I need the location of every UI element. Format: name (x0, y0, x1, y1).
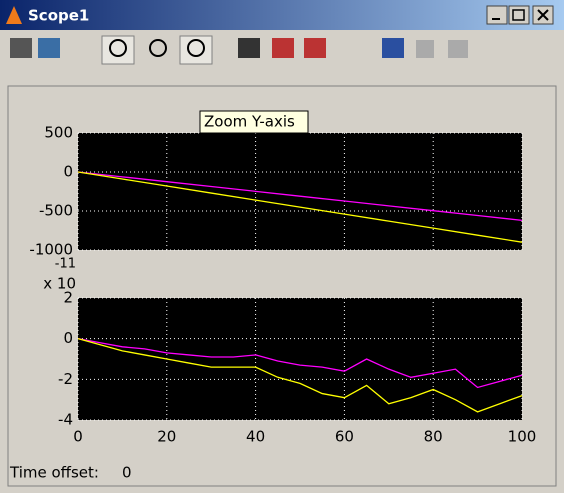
save-axes-button[interactable] (272, 38, 294, 58)
x-tick-label: 20 (157, 428, 176, 446)
x-tick-label: 40 (246, 428, 265, 446)
tooltip: Zoom Y-axis (204, 113, 295, 131)
print-button[interactable] (10, 38, 32, 58)
float-button[interactable] (382, 38, 404, 58)
exponent-power: -11 (55, 257, 76, 272)
y-tick-label: 0 (63, 163, 73, 181)
autoscale-button[interactable] (238, 38, 260, 58)
axes (78, 133, 522, 250)
scope-window: Scope1 5000-500-100020-2-4020406080100x … (0, 0, 564, 493)
time-offset-label: Time offset: (9, 464, 99, 482)
exponent-base: x 10 (43, 275, 76, 293)
maximize-button[interactable] (509, 6, 529, 24)
minimize-button[interactable] (487, 6, 507, 24)
y-tick-label: -500 (39, 202, 73, 220)
restore-axes-button[interactable] (304, 38, 326, 58)
y-tick-label: -2 (58, 370, 73, 388)
axes (78, 298, 522, 420)
y-tick-label: -4 (58, 411, 73, 429)
window-title: Scope1 (28, 7, 89, 25)
signal-button[interactable] (448, 40, 468, 58)
y-tick-label: 0 (63, 329, 73, 347)
lock-button[interactable] (416, 40, 434, 58)
params-button[interactable] (38, 38, 60, 58)
time-offset-value: 0 (122, 464, 132, 482)
x-tick-label: 80 (424, 428, 443, 446)
x-tick-label: 100 (508, 428, 537, 446)
x-tick-label: 0 (73, 428, 83, 446)
window-buttons[interactable] (487, 6, 553, 24)
y-tick-label: 500 (44, 124, 73, 142)
x-tick-label: 60 (335, 428, 354, 446)
